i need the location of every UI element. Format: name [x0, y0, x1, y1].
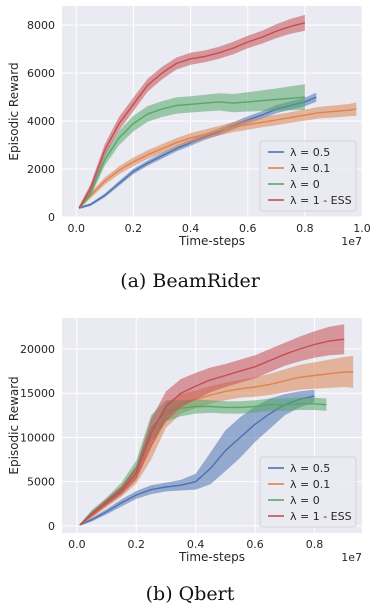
legend-label-4: λ = 1 - ESS	[290, 510, 352, 523]
y-tick-label: 0	[48, 520, 55, 533]
legend-label-4: λ = 1 - ESS	[290, 194, 352, 207]
legend-label-2: λ = 0.1	[290, 478, 330, 491]
x-tick-label: 0.2	[128, 538, 146, 551]
x-axis-label: Time-steps	[178, 234, 245, 248]
y-tick-label: 4000	[27, 115, 55, 128]
y-tick-label: 6000	[27, 67, 55, 80]
x-tick-label: 0.4	[182, 222, 200, 235]
chart-1: 0.0 0.2 0.4 0.6 0.8 1.0 0 2000 4000 6000 8000 1e7 Ti…	[7, 6, 370, 292]
y-tick-label: 10000	[20, 431, 55, 444]
y-axis-label: Episodic Reward	[7, 376, 21, 474]
x-tick-label: 0.6	[239, 222, 257, 235]
x-scale-label: 1e7	[341, 235, 362, 248]
x-tick-label: 0.4	[187, 538, 205, 551]
x-tick-label: 0.8	[296, 222, 314, 235]
x-tick-label: 0.0	[68, 538, 86, 551]
y-tick-label: 15000	[20, 387, 55, 400]
legend-box	[259, 140, 357, 212]
x-tick-label: 1.0	[353, 222, 370, 235]
legend-label-3: λ = 0	[290, 178, 320, 191]
chart-2: 0.0 0.2 0.4 0.6 0.8 0 5000 10000 15000 20000 1e7 Ti…	[7, 318, 362, 605]
series-line-2	[78, 108, 357, 209]
legend-label-1: λ = 0.5	[290, 462, 330, 475]
x-tick-label: 0.0	[68, 222, 86, 235]
x-tick-label: 0.8	[306, 538, 324, 551]
y-tick-label: 0	[48, 211, 55, 224]
series-line-4	[79, 338, 345, 526]
series-band-2	[79, 102, 357, 210]
figure-caption: (b) Qbert	[146, 583, 235, 605]
x-tick-label: 0.2	[125, 222, 143, 235]
legend-label-1: λ = 0.5	[290, 146, 330, 159]
figure-caption: (a) BeamRider	[120, 270, 261, 292]
y-tick-label: 20000	[20, 343, 55, 356]
x-tick-label: 0.6	[246, 538, 264, 551]
x-axis-label: Time-steps	[178, 550, 245, 564]
series-band-3	[79, 84, 305, 210]
legend-label-2: λ = 0.1	[290, 162, 330, 175]
legend-label-3: λ = 0	[290, 494, 320, 507]
series-line-4	[78, 22, 306, 209]
y-tick-label: 5000	[27, 476, 55, 489]
y-axis-label: Episodic Reward	[7, 62, 21, 160]
y-tick-label: 8000	[27, 19, 55, 32]
legend-box	[259, 456, 357, 528]
y-tick-label: 2000	[27, 163, 55, 176]
x-scale-label: 1e7	[341, 551, 362, 564]
series-line-3	[78, 96, 305, 209]
series-band-4	[79, 14, 305, 210]
